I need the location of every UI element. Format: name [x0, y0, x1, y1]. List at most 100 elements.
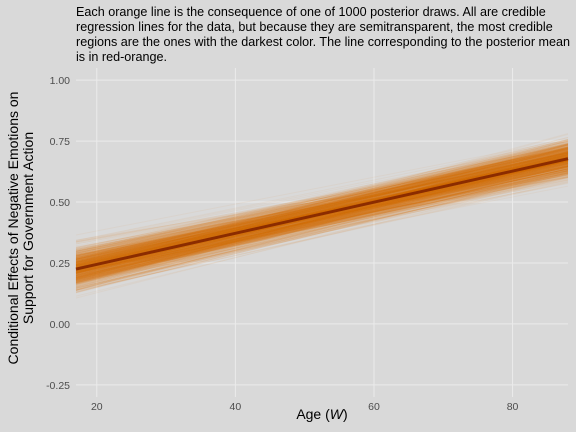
posterior-draw-line [75, 160, 569, 281]
posterior-draw-line [75, 150, 569, 267]
posterior-draw-line [75, 156, 569, 258]
posterior-draw-line [75, 163, 569, 259]
posterior-draw-line [75, 165, 569, 280]
posterior-draw-line [75, 149, 569, 262]
posterior-draw-line [75, 156, 569, 262]
posterior-draw-line [75, 157, 569, 245]
posterior-draw-line [75, 159, 569, 274]
posterior-draw-line [75, 152, 569, 243]
y-tick-label: -0.25 [46, 380, 70, 392]
posterior-draw-line [75, 147, 569, 252]
posterior-draw-line [75, 163, 569, 271]
posterior-draw-line [75, 149, 569, 268]
posterior-draw-line [75, 170, 569, 279]
posterior-draw-line [75, 149, 569, 259]
posterior-draw-line [75, 168, 569, 273]
posterior-draw-line [75, 147, 569, 254]
posterior-draw-line [75, 154, 569, 260]
posterior-draw-line [75, 152, 569, 256]
posterior-draw-line [75, 160, 569, 272]
posterior-draw-line [75, 155, 569, 260]
posterior-draw-line [75, 159, 569, 277]
posterior-draw-line [75, 174, 569, 256]
posterior-draw-line [75, 163, 569, 287]
posterior-draw-line [75, 168, 569, 282]
posterior-draw-line [75, 162, 569, 277]
posterior-draw-line [75, 173, 569, 274]
posterior-draw-line [75, 171, 569, 274]
posterior-draw-line [75, 174, 569, 274]
posterior-draw-line [75, 179, 569, 285]
posterior-draw-line [75, 174, 569, 277]
posterior-draw-line [75, 163, 569, 273]
posterior-draw-line [75, 171, 569, 273]
posterior-draw-line [75, 172, 569, 272]
posterior-draw-line [75, 160, 569, 279]
posterior-draw-line [75, 177, 569, 284]
posterior-draw-line [75, 161, 569, 272]
posterior-draw-line [75, 148, 569, 261]
posterior-draw-line [75, 133, 569, 271]
posterior-draw-line [75, 143, 569, 262]
posterior-draw-line [75, 176, 569, 264]
posterior-draw-line [75, 177, 569, 283]
posterior-draw-line [75, 166, 569, 275]
posterior-draw-line [75, 166, 569, 274]
posterior-draw-line [75, 160, 569, 280]
posterior-draw-line [75, 170, 569, 288]
y-tick-label: 0.00 [50, 319, 71, 331]
posterior-draw-line [75, 157, 569, 259]
posterior-draw-line [75, 162, 569, 281]
posterior-draw-line [75, 170, 569, 289]
posterior-draw-line [75, 162, 569, 274]
posterior-draw-line [75, 165, 569, 291]
posterior-draw-line [75, 149, 569, 259]
posterior-draw-line [75, 152, 569, 252]
posterior-draw-line [75, 155, 569, 257]
posterior-draw-line [75, 176, 569, 276]
posterior-draw-line [75, 170, 569, 284]
posterior-draw-line [75, 154, 569, 269]
posterior-draw-line [75, 152, 569, 265]
posterior-draw-line [75, 159, 569, 275]
posterior-draw-line [75, 162, 569, 260]
posterior-draw-line [75, 155, 569, 263]
posterior-draw-line [75, 147, 569, 253]
posterior-draw-line [75, 168, 569, 280]
posterior-draw-line [75, 152, 569, 265]
posterior-draw-line [75, 144, 569, 268]
posterior-draw-line [75, 170, 569, 265]
posterior-draw-line [75, 172, 569, 272]
posterior-draw-line [75, 160, 569, 274]
posterior-draw-line [75, 156, 569, 259]
posterior-draw-line [75, 159, 569, 287]
posterior-draw-line [75, 153, 569, 259]
posterior-draw-line [75, 161, 569, 278]
posterior-draw-line [75, 149, 569, 268]
posterior-draw-line [75, 159, 569, 279]
posterior-draw-line [75, 163, 569, 282]
posterior-draw-line [75, 139, 569, 254]
posterior-draw-line [75, 151, 569, 265]
posterior-draw-line [75, 173, 569, 280]
posterior-draw-line [75, 148, 569, 261]
posterior-draw-line [75, 172, 569, 293]
posterior-draw-line [75, 175, 569, 275]
posterior-draw-line [75, 163, 569, 272]
posterior-draw-line [75, 173, 569, 291]
posterior-draw-line [75, 165, 569, 279]
posterior-draw-line [75, 149, 569, 265]
posterior-draw-line [75, 140, 569, 257]
posterior-draw-line [75, 148, 569, 249]
posterior-draw-line [75, 155, 569, 259]
posterior-draw-line [75, 159, 569, 279]
posterior-draw-line [75, 158, 569, 283]
posterior-draw-line [75, 143, 569, 261]
posterior-draw-line [75, 165, 569, 271]
posterior-draw-line [75, 155, 569, 256]
posterior-draw-line [75, 143, 569, 252]
posterior-draw-line [75, 155, 569, 267]
posterior-draw-line [75, 158, 569, 260]
posterior-draw-line [75, 151, 569, 280]
posterior-draw-line [75, 160, 569, 277]
